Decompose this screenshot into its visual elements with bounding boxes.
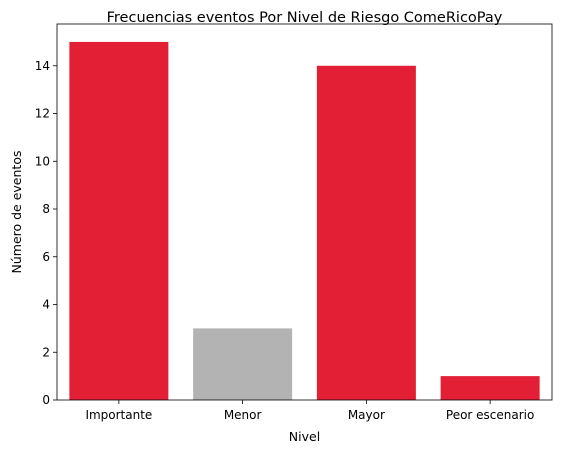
y-tick-label: 14 [35, 59, 50, 73]
chart-title: Frecuencias eventos Por Nivel de Riesgo … [107, 10, 503, 26]
y-tick-label: 2 [42, 345, 50, 359]
x-axis-label: Nivel [289, 429, 320, 444]
y-axis-label: Número de eventos [9, 151, 24, 274]
y-tick-label: 6 [42, 250, 50, 264]
plot-frame [56, 23, 553, 401]
x-tick-label: Importante [85, 408, 152, 422]
x-tick-label: Menor [224, 408, 262, 422]
y-axis-ticks: 0 2 4 6 8 10 12 14 [35, 59, 57, 407]
x-tick-label: Peor escenario [446, 408, 534, 422]
bar-mayor [316, 65, 416, 401]
y-tick-label: 8 [42, 202, 50, 216]
x-axis-ticks: Importante Menor Mayor Peor escenario [85, 400, 534, 422]
y-tick-label: 10 [35, 154, 50, 168]
bars-group [69, 41, 540, 401]
y-tick-label: 4 [42, 298, 50, 312]
y-tick-label: 12 [35, 107, 50, 121]
bar-peor-escenario [440, 376, 540, 400]
bar-importante [69, 41, 169, 401]
y-tick-label: 0 [42, 393, 50, 407]
bar-menor [193, 328, 293, 400]
x-tick-label: Mayor [348, 408, 385, 422]
